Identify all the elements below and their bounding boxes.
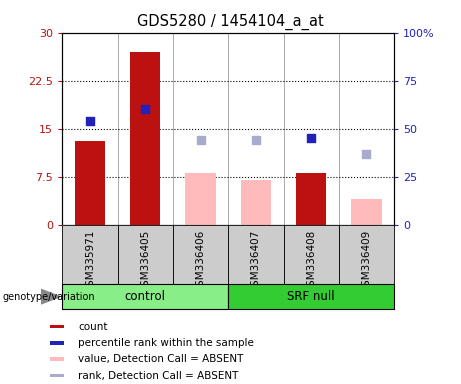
Text: SRF null: SRF null <box>287 290 335 303</box>
Text: rank, Detection Call = ABSENT: rank, Detection Call = ABSENT <box>78 371 239 381</box>
Text: count: count <box>78 322 108 332</box>
Text: GSM336407: GSM336407 <box>251 229 261 293</box>
Bar <box>228 284 394 309</box>
Bar <box>75 141 105 225</box>
Text: control: control <box>125 290 165 303</box>
Bar <box>118 225 173 284</box>
Text: GSM336408: GSM336408 <box>306 229 316 293</box>
Bar <box>130 52 160 225</box>
Point <box>307 135 315 141</box>
Text: GSM336405: GSM336405 <box>140 229 150 293</box>
Bar <box>50 341 64 345</box>
Point <box>252 137 260 143</box>
Bar <box>50 374 64 377</box>
Point <box>142 106 149 113</box>
Text: GDS5280 / 1454104_a_at: GDS5280 / 1454104_a_at <box>137 13 324 30</box>
Text: genotype/variation: genotype/variation <box>2 291 95 302</box>
Bar <box>62 225 118 284</box>
Point <box>86 118 94 124</box>
Point <box>197 137 204 143</box>
Bar <box>50 358 64 361</box>
Text: percentile rank within the sample: percentile rank within the sample <box>78 338 254 348</box>
Text: value, Detection Call = ABSENT: value, Detection Call = ABSENT <box>78 354 243 364</box>
Bar <box>228 225 284 284</box>
Text: GSM336409: GSM336409 <box>361 229 372 293</box>
Polygon shape <box>41 289 60 304</box>
Bar <box>351 199 382 225</box>
Bar <box>62 284 228 309</box>
Bar <box>173 225 228 284</box>
Text: GSM335971: GSM335971 <box>85 229 95 293</box>
Bar <box>50 325 64 328</box>
Bar <box>284 225 339 284</box>
Text: GSM336406: GSM336406 <box>195 229 206 293</box>
Point <box>363 151 370 157</box>
Bar <box>241 180 271 225</box>
Bar <box>296 174 326 225</box>
Bar <box>185 174 216 225</box>
Bar <box>339 225 394 284</box>
